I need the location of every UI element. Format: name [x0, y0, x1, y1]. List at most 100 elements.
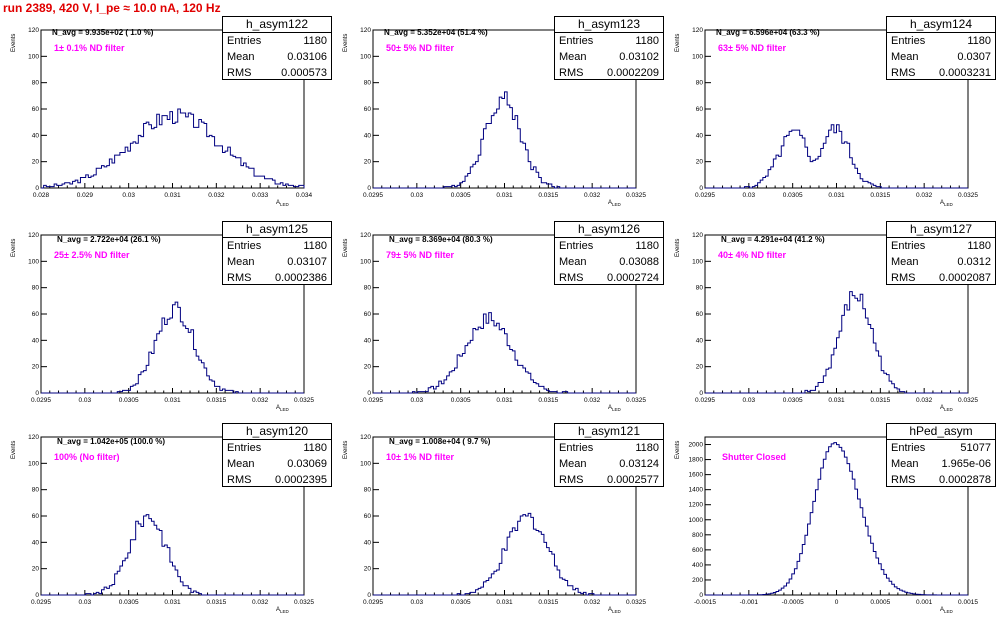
x-tick-label: 0.0315 — [206, 599, 226, 606]
y-tick-label: 40 — [32, 337, 40, 344]
x-tick-label: 0.032 — [584, 599, 601, 606]
n-avg-text: N_avg = 8.369e+04 (80.3 %) — [389, 235, 493, 244]
histogram-line — [41, 108, 305, 189]
y-tick-label: 20 — [32, 159, 40, 166]
n-avg-text: N_avg = 4.291e+04 (41.2 %) — [721, 235, 825, 244]
stat-rms-label: RMS — [227, 272, 252, 284]
y-tick-label: 20 — [364, 159, 372, 166]
x-tick-label: 0.0015 — [958, 599, 978, 606]
histogram-line — [705, 442, 968, 596]
stat-mean-value: 0.0307 — [957, 51, 991, 63]
stat-box: hPed_asym Entries 51077 Mean 1.965e-06 RMS 0.0… — [886, 423, 996, 487]
histogram-pad-h_asym123: 0.0295 0.03 0.0305 0.031 0.0315 0.032 0.0325 0 2… — [332, 16, 664, 227]
x-tick-label: 0.033 — [252, 192, 269, 199]
stat-mean-value: 0.03102 — [619, 51, 659, 63]
stat-entries-label: Entries — [227, 35, 262, 47]
x-tick-label: 0.0305 — [119, 599, 139, 606]
y-tick-label: 80 — [364, 80, 372, 87]
stat-entries-value: 1180 — [967, 240, 991, 252]
y-tick-label: 80 — [696, 80, 704, 87]
y-tick-label: 20 — [364, 566, 372, 573]
stat-mean-value: 0.03069 — [287, 458, 327, 470]
y-tick-label: 2000 — [689, 442, 704, 449]
y-tick-label: 60 — [32, 513, 40, 520]
x-axis-title-sub: LED — [612, 407, 621, 413]
stat-entries-value: 1180 — [303, 442, 327, 454]
x-tick-label: 0.031 — [164, 192, 181, 199]
y-tick-label: 200 — [692, 577, 703, 584]
y-tick-label: 120 — [28, 232, 39, 239]
y-tick-label: 60 — [696, 106, 704, 113]
stat-title: h_asym126 — [555, 222, 663, 238]
y-tick-label: 0 — [699, 185, 703, 192]
stat-mean-value: 0.03088 — [619, 256, 659, 268]
x-axis-title: ALED — [608, 200, 621, 207]
y-tick-label: 100 — [692, 53, 703, 60]
histogram-line — [373, 512, 636, 596]
x-tick-label: 0.0315 — [538, 192, 558, 199]
stat-mean-label: Mean — [559, 51, 587, 63]
histogram-pad-h_asym127: 0.0295 0.03 0.0305 0.031 0.0315 0.032 0.0325 0 2… — [664, 221, 996, 432]
y-tick-label: 100 — [28, 460, 39, 467]
y-tick-label: 1200 — [689, 502, 704, 509]
x-axis-title: ALED — [276, 200, 289, 207]
x-tick-label: 0.0325 — [958, 192, 978, 199]
stat-title: h_asym127 — [887, 222, 995, 238]
stat-rms-value: 0.0002878 — [939, 474, 991, 486]
y-tick-label: 20 — [32, 364, 40, 371]
y-tick-label: 40 — [32, 132, 40, 139]
y-tick-label: 80 — [696, 285, 704, 292]
stat-mean-label: Mean — [559, 458, 587, 470]
x-tick-label: -0.001 — [740, 599, 759, 606]
x-tick-label: 0.0295 — [363, 192, 383, 199]
x-axis-title: ALED — [940, 200, 953, 207]
stat-mean-label: Mean — [891, 51, 919, 63]
x-tick-label: 0.0315 — [870, 397, 890, 404]
stat-rms-value: 0.0002724 — [607, 272, 659, 284]
histogram-line — [705, 124, 968, 189]
x-tick-label: 0.032 — [584, 397, 601, 404]
y-tick-label: 800 — [692, 532, 703, 539]
y-tick-label: 20 — [696, 364, 704, 371]
filter-text: 40± 4% ND filter — [718, 250, 786, 260]
y-axis-title: Events — [11, 440, 17, 459]
x-tick-label: 0.032 — [584, 192, 601, 199]
y-axis-title: Events — [11, 33, 17, 52]
x-tick-label: 0.0315 — [538, 397, 558, 404]
histogram-line — [705, 291, 968, 394]
y-axis-title: Events — [675, 33, 681, 52]
x-tick-label: 0.0295 — [695, 192, 715, 199]
y-tick-label: 120 — [360, 434, 371, 441]
x-tick-label: 0.0305 — [783, 192, 803, 199]
x-tick-label: 0.028 — [33, 192, 50, 199]
y-tick-label: 1000 — [689, 517, 704, 524]
x-tick-label: 0.0305 — [451, 599, 471, 606]
stat-entries-value: 1180 — [967, 35, 991, 47]
x-tick-label: 0.03 — [411, 397, 424, 404]
x-tick-label: 0.0325 — [626, 397, 646, 404]
filter-text: 10± 1% ND filter — [386, 452, 454, 462]
x-tick-label: 0.032 — [916, 192, 933, 199]
histogram-plot: 0.028 0.029 0.03 0.031 0.032 0.033 0.034 0 20 40 6… — [28, 27, 312, 199]
x-axis-title-sub: LED — [944, 202, 953, 208]
x-axis-title: ALED — [608, 405, 621, 412]
y-tick-label: 120 — [692, 232, 703, 239]
x-tick-label: 0.03 — [411, 599, 424, 606]
stat-box: h_asym127 Entries 1180 Mean 0.0312 RMS 0.00020… — [886, 221, 996, 285]
y-axis-title: Events — [675, 440, 681, 459]
x-tick-label: 0.0305 — [783, 397, 803, 404]
filter-text: 63± 5% ND filter — [718, 43, 786, 53]
stat-rms-value: 0.000573 — [281, 67, 327, 79]
x-axis-title-main: A — [940, 405, 945, 411]
stat-title: h_asym121 — [555, 424, 663, 440]
histogram-plot: 0.0295 0.03 0.0305 0.031 0.0315 0.032 0.0325 0 2… — [360, 27, 646, 199]
stat-entries-value: 1180 — [303, 35, 327, 47]
y-tick-label: 100 — [360, 53, 371, 60]
stat-rms-label: RMS — [559, 67, 584, 79]
y-tick-label: 80 — [364, 285, 372, 292]
stat-mean-label: Mean — [227, 458, 255, 470]
y-tick-label: 120 — [692, 27, 703, 34]
filter-text: 50± 5% ND filter — [386, 43, 454, 53]
stat-rms-value: 0.0002395 — [275, 474, 327, 486]
x-tick-label: 0.032 — [252, 599, 269, 606]
